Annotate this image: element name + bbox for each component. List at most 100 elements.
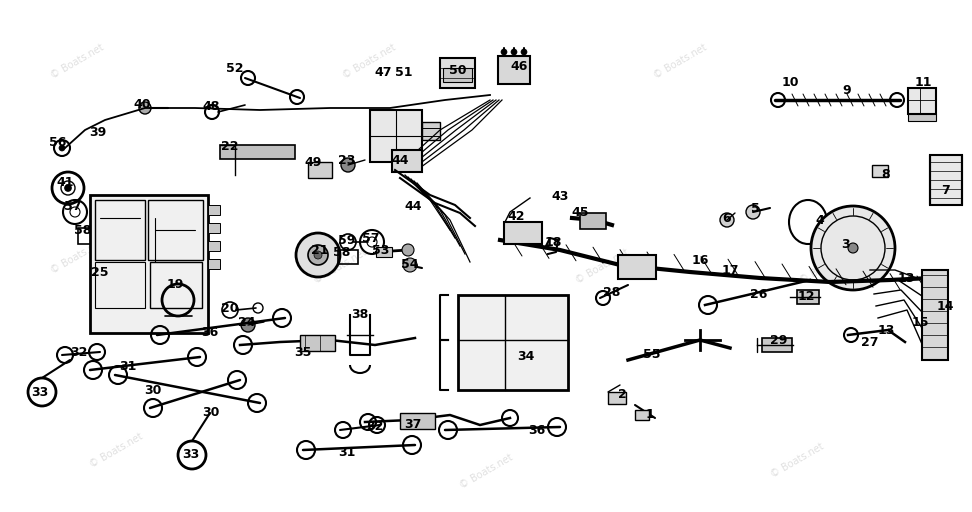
Text: 3: 3: [841, 239, 850, 251]
Text: 6: 6: [723, 211, 731, 224]
Text: 37: 37: [404, 418, 422, 432]
Text: 27: 27: [861, 335, 879, 349]
Text: 15: 15: [912, 316, 929, 330]
Text: 42: 42: [507, 210, 525, 224]
Text: 30: 30: [202, 407, 220, 419]
Text: 59: 59: [338, 233, 356, 246]
Circle shape: [511, 49, 517, 55]
Text: 1: 1: [645, 409, 654, 421]
Text: 7: 7: [941, 183, 950, 197]
Text: 39: 39: [89, 125, 107, 139]
Text: 56: 56: [50, 136, 67, 148]
Bar: [908, 88, 936, 114]
Bar: [498, 56, 530, 84]
Circle shape: [341, 158, 355, 172]
Text: 16: 16: [691, 254, 709, 267]
Bar: [440, 58, 475, 88]
Bar: [95, 200, 145, 260]
Bar: [504, 222, 542, 244]
Bar: [370, 110, 422, 162]
Circle shape: [139, 102, 151, 114]
Bar: [78, 228, 100, 244]
Circle shape: [811, 206, 895, 290]
Text: 29: 29: [771, 333, 787, 347]
Bar: [208, 259, 220, 269]
Text: © Boats.net: © Boats.net: [574, 247, 631, 286]
Text: 14: 14: [936, 301, 954, 313]
Bar: [422, 122, 440, 140]
Text: © Boats.net: © Boats.net: [50, 42, 106, 81]
Bar: [922, 270, 948, 360]
Text: 12: 12: [797, 290, 815, 304]
Circle shape: [521, 49, 527, 55]
Text: © Boats.net: © Boats.net: [798, 247, 854, 286]
Text: 17: 17: [721, 264, 739, 276]
Text: 23: 23: [338, 155, 356, 167]
Circle shape: [65, 185, 71, 191]
Text: 8: 8: [882, 168, 890, 181]
Circle shape: [746, 205, 760, 219]
Bar: [300, 335, 335, 351]
Bar: [220, 145, 295, 159]
Text: 47: 47: [374, 67, 392, 79]
Text: © Boats.net: © Boats.net: [769, 441, 825, 480]
Text: 21: 21: [311, 244, 329, 257]
Text: 31: 31: [338, 445, 356, 459]
Bar: [930, 155, 962, 205]
Bar: [908, 114, 936, 121]
Bar: [618, 255, 656, 279]
Text: 28: 28: [604, 287, 621, 300]
Bar: [376, 247, 392, 257]
Text: 52: 52: [226, 61, 244, 75]
Bar: [872, 165, 888, 177]
Bar: [95, 262, 145, 308]
Text: 26: 26: [750, 288, 768, 302]
Text: 24: 24: [238, 316, 256, 330]
Circle shape: [403, 258, 417, 272]
Text: 38: 38: [351, 309, 368, 322]
Circle shape: [308, 245, 328, 265]
Text: 31: 31: [120, 360, 137, 373]
Bar: [797, 290, 819, 304]
Text: 33: 33: [183, 449, 199, 461]
Text: 5: 5: [750, 202, 759, 215]
Text: 18: 18: [544, 237, 562, 249]
Bar: [150, 262, 202, 308]
Text: 13: 13: [878, 324, 894, 336]
Text: 57: 57: [363, 232, 380, 245]
Circle shape: [848, 243, 858, 253]
Text: 44: 44: [404, 201, 422, 214]
Circle shape: [296, 233, 340, 277]
Text: 36: 36: [529, 423, 545, 437]
Text: 10: 10: [781, 76, 799, 90]
Text: 46: 46: [510, 60, 528, 74]
Text: 48: 48: [202, 100, 220, 114]
Text: 35: 35: [295, 346, 312, 358]
Bar: [148, 200, 203, 260]
Bar: [580, 213, 606, 229]
Text: © Boats.net: © Boats.net: [50, 237, 106, 275]
Text: 4: 4: [816, 214, 824, 226]
Circle shape: [314, 251, 322, 259]
Bar: [90, 195, 208, 333]
Bar: [635, 410, 649, 420]
Text: 50: 50: [449, 65, 467, 77]
Bar: [208, 223, 220, 233]
Text: © Boats.net: © Boats.net: [312, 247, 368, 286]
Bar: [392, 150, 422, 172]
Text: 45: 45: [572, 205, 589, 219]
Text: 57: 57: [64, 201, 82, 214]
Text: 34: 34: [517, 351, 535, 364]
Text: 58: 58: [74, 224, 91, 237]
Text: 43: 43: [551, 190, 569, 203]
Circle shape: [720, 213, 734, 227]
Bar: [208, 205, 220, 215]
Text: © Boats.net: © Boats.net: [458, 452, 514, 490]
Text: 2: 2: [617, 389, 626, 401]
Text: 25: 25: [91, 266, 109, 279]
Bar: [458, 295, 568, 390]
Circle shape: [402, 244, 414, 256]
Text: 49: 49: [304, 156, 322, 168]
Bar: [762, 338, 792, 352]
Text: 44: 44: [392, 155, 409, 167]
